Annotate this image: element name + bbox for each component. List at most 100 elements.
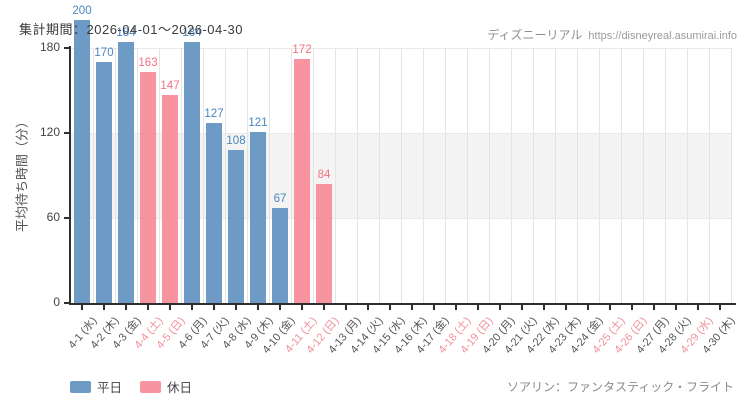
v-gridline	[554, 48, 556, 303]
bar-value-label: 84	[317, 169, 331, 181]
watermark-site-name: ディズニーリアル	[487, 28, 583, 42]
x-tick-mark	[565, 305, 567, 310]
bar-value-label: 184	[182, 27, 202, 40]
v-gridline	[708, 48, 710, 303]
x-tick-mark	[521, 305, 523, 310]
x-tick-mark	[433, 305, 435, 310]
legend-label-weekday: 平日	[97, 381, 123, 395]
x-tick-mark	[213, 305, 215, 310]
v-gridline	[290, 48, 292, 303]
x-tick-mark	[301, 305, 303, 310]
v-gridline	[136, 48, 138, 303]
v-gridline	[664, 48, 666, 303]
v-gridline	[598, 48, 600, 303]
x-tick-mark	[81, 305, 83, 310]
v-gridline	[730, 48, 732, 303]
h-gridline	[71, 132, 731, 134]
bar	[316, 184, 332, 303]
y-tick-mark	[64, 132, 70, 134]
bar	[140, 72, 156, 303]
bar	[294, 59, 310, 303]
v-gridline	[686, 48, 688, 303]
y-axis-line	[69, 46, 71, 303]
bar-value-label: 108	[226, 135, 246, 147]
v-gridline	[114, 48, 116, 303]
watermark: ディズニーリアル https://disneyreal.asumirai.info	[487, 26, 737, 44]
bar	[250, 131, 266, 303]
x-tick-mark	[543, 305, 545, 310]
v-gridline	[158, 48, 160, 303]
v-gridline	[180, 48, 182, 303]
v-gridline	[202, 48, 204, 303]
watermark-url: https://disneyreal.asumirai.info	[588, 30, 737, 42]
x-tick-mark	[103, 305, 105, 310]
x-tick-mark	[257, 305, 259, 310]
legend-item-holiday: 休日	[140, 377, 192, 396]
h-gridline	[71, 47, 731, 49]
v-gridline	[224, 48, 226, 303]
v-gridline	[620, 48, 622, 303]
legend: 平日 休日	[70, 377, 192, 396]
bar	[228, 150, 244, 303]
bar-value-label: 200	[72, 4, 92, 17]
v-gridline	[334, 48, 336, 303]
bar-value-label: 147	[160, 79, 180, 92]
v-gridline	[268, 48, 270, 303]
x-tick-mark	[653, 305, 655, 310]
chart-title: 集計期間：2026-04-01～2026-04-30	[19, 22, 243, 37]
x-tick-mark	[323, 305, 325, 310]
v-gridline	[488, 48, 490, 303]
v-gridline	[246, 48, 248, 303]
y-tick-label: 0	[53, 295, 60, 309]
x-tick-mark	[279, 305, 281, 310]
bar	[184, 42, 200, 303]
legend-swatch-weekday	[70, 380, 91, 393]
bar	[74, 19, 90, 303]
bar-value-label: 67	[273, 193, 287, 206]
x-tick-mark	[719, 305, 721, 310]
y-tick-label: 180	[39, 40, 60, 54]
x-tick-mark	[345, 305, 347, 310]
bar	[162, 94, 178, 303]
legend-item-weekday: 平日	[70, 377, 122, 396]
x-tick-mark	[631, 305, 633, 310]
x-tick-mark	[499, 305, 501, 310]
h-gridline	[71, 217, 731, 219]
x-tick-mark	[455, 305, 457, 310]
legend-label-holiday: 休日	[167, 381, 193, 395]
bar-value-label: 184	[116, 27, 136, 40]
x-tick-mark	[609, 305, 611, 310]
v-gridline	[92, 48, 94, 303]
y-axis-title: 平均待ち時間（分）	[14, 115, 30, 233]
x-tick-mark	[587, 305, 589, 310]
y-tick-label: 60	[46, 210, 60, 224]
x-tick-mark	[191, 305, 193, 310]
y-tick-mark	[64, 217, 70, 219]
y-tick-label: 120	[39, 125, 60, 139]
x-tick-mark	[477, 305, 479, 310]
x-tick-mark	[411, 305, 413, 310]
bar	[118, 42, 134, 303]
x-tick-mark	[147, 305, 149, 310]
x-tick-mark	[169, 305, 171, 310]
v-gridline	[422, 48, 424, 303]
y-tick-mark	[64, 302, 70, 304]
x-tick-mark	[235, 305, 237, 310]
v-gridline	[400, 48, 402, 303]
bar-value-label: 121	[248, 116, 268, 129]
bar	[206, 123, 222, 303]
v-gridline	[532, 48, 534, 303]
x-tick-mark	[697, 305, 699, 310]
v-gridline	[510, 48, 512, 303]
x-tick-mark	[389, 305, 391, 310]
bar	[272, 208, 288, 303]
v-gridline	[378, 48, 380, 303]
legend-swatch-holiday	[140, 380, 162, 393]
bar-value-label: 127	[204, 108, 224, 121]
bar-value-label: 163	[138, 57, 158, 70]
x-tick-mark	[125, 305, 127, 310]
v-gridline	[642, 48, 644, 303]
v-gridline	[576, 48, 578, 303]
